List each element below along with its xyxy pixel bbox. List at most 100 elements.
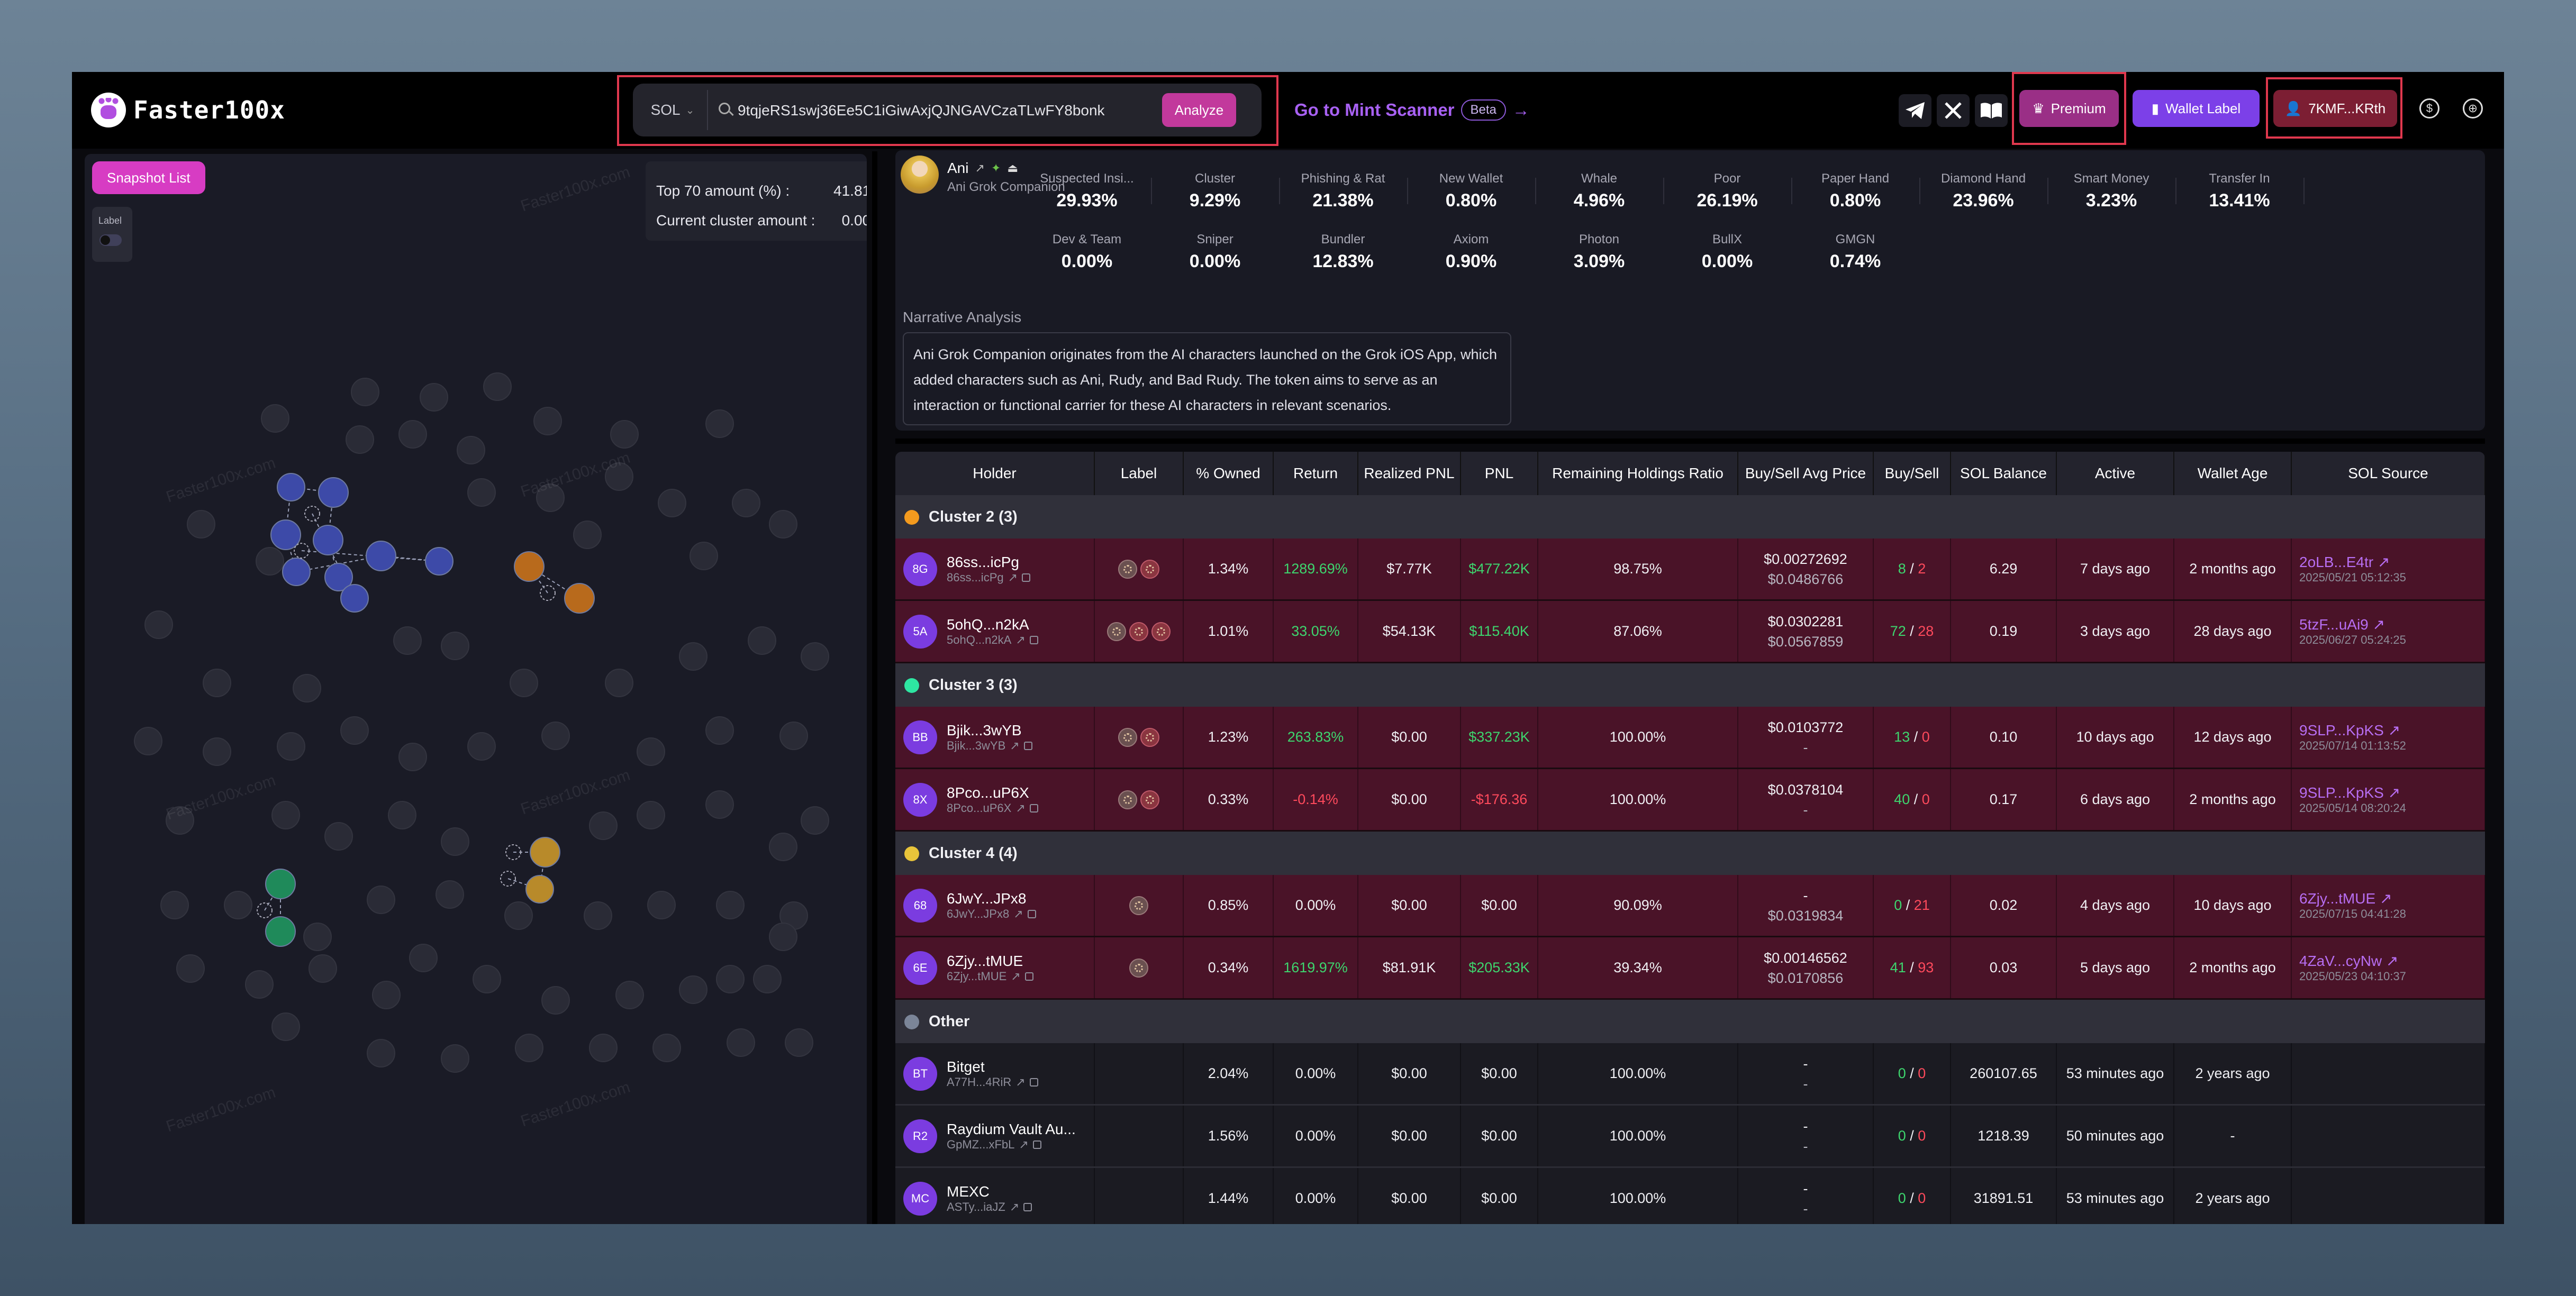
holder-bubble[interactable] — [716, 965, 745, 993]
holder-bubble[interactable] — [753, 965, 782, 993]
holder-bubble[interactable] — [261, 404, 289, 433]
holder-cell[interactable]: R2 Raydium Vault Au... GpMZ...xFbL ↗ — [895, 1105, 1095, 1168]
holder-bubble[interactable] — [801, 642, 829, 671]
holder-bubble[interactable] — [203, 737, 231, 766]
cluster-holder-bubble[interactable] — [340, 584, 369, 613]
holder-name[interactable]: 86ss...icPg — [947, 553, 1019, 570]
holder-bubble[interactable] — [303, 923, 332, 951]
copy-icon[interactable] — [1023, 1202, 1032, 1211]
holder-bubble[interactable] — [589, 811, 618, 840]
holder-bubble[interactable] — [510, 669, 538, 697]
cluster-holder-bubble[interactable] — [265, 869, 296, 899]
external-link-icon[interactable]: ↗ — [1015, 633, 1026, 646]
holder-bubble[interactable] — [309, 954, 337, 983]
label-tag-icon[interactable] — [1140, 790, 1159, 809]
holder-bubble[interactable] — [473, 965, 501, 993]
holder-bubble[interactable] — [610, 420, 639, 449]
holder-bubble[interactable] — [245, 970, 274, 999]
holder-bubble[interactable] — [647, 891, 676, 919]
holder-bubble[interactable] — [748, 626, 776, 655]
holder-bubble[interactable] — [367, 886, 395, 914]
holder-bubble[interactable] — [658, 489, 686, 517]
cluster-holder-bubble[interactable] — [425, 547, 453, 576]
holder-bubble[interactable] — [436, 880, 464, 909]
column-header[interactable]: Return — [1273, 452, 1358, 495]
holder-bubble[interactable] — [533, 407, 562, 435]
label-tag-icon[interactable] — [1151, 622, 1171, 641]
copy-icon[interactable] — [1029, 635, 1038, 644]
holder-bubble[interactable] — [536, 483, 565, 512]
column-header[interactable]: Holder — [895, 452, 1095, 495]
holder-bubble[interactable] — [166, 806, 194, 835]
holder-cell[interactable]: BB Bjik...3wYB Bjik...3wYB ↗ — [895, 707, 1095, 769]
column-header[interactable]: Wallet Age — [2174, 452, 2292, 495]
cluster-holder-bubble[interactable] — [324, 563, 353, 591]
holder-bubble[interactable] — [441, 827, 469, 856]
holder-bubble[interactable] — [277, 732, 305, 761]
holder-bubble[interactable] — [705, 790, 734, 819]
pump-badge-icon[interactable]: ⏏ — [1007, 161, 1019, 175]
holder-bubble[interactable] — [420, 383, 448, 412]
sol-source-link[interactable]: 9SLP...KpKS ↗ — [2299, 722, 2401, 738]
holder-bubble[interactable] — [541, 722, 570, 750]
cluster-holder-bubble[interactable] — [270, 519, 301, 550]
x-twitter-icon[interactable] — [1937, 94, 1970, 127]
cluster-holder-bubble[interactable] — [318, 477, 349, 508]
holder-bubble[interactable] — [224, 891, 252, 919]
holder-bubble[interactable] — [652, 1034, 681, 1062]
sol-source-link[interactable]: 9SLP...KpKS ↗ — [2299, 784, 2401, 801]
holder-bubble[interactable] — [398, 743, 427, 771]
currency-icon[interactable]: $ — [2419, 98, 2439, 118]
holder-bubble[interactable] — [271, 801, 300, 829]
cluster-holder-bubble[interactable] — [313, 525, 343, 555]
holder-bubble[interactable] — [605, 669, 633, 697]
cluster-holder-bubble[interactable] — [294, 543, 310, 559]
bubble-map-graph[interactable] — [85, 154, 867, 1224]
label-tag-icon[interactable] — [1140, 559, 1159, 579]
copy-icon[interactable] — [1032, 1140, 1041, 1149]
holder-bubble[interactable] — [203, 669, 231, 697]
table-row[interactable]: 6E 6Zjy...tMUE 6Zjy...tMUE ↗ 0.34% 1619.97% $8… — [895, 936, 2485, 1000]
holder-name[interactable]: Bjik...3wYB — [947, 722, 1022, 738]
logo[interactable]: Faster100x — [91, 91, 285, 129]
mint-scanner-link[interactable]: Go to Mint Scanner Beta → — [1294, 95, 1530, 125]
holder-bubble[interactable] — [785, 1028, 813, 1057]
holder-name[interactable]: 6Zjy...tMUE — [947, 952, 1023, 969]
holder-bubble[interactable] — [271, 1012, 300, 1041]
holder-bubble[interactable] — [346, 425, 374, 454]
holder-name[interactable]: 6JwY...JPx8 — [947, 890, 1027, 907]
external-link-icon[interactable]: ↗ — [1008, 570, 1018, 584]
column-header[interactable]: PNL — [1461, 452, 1538, 495]
label-tag-icon[interactable] — [1129, 622, 1148, 641]
holder-bubble[interactable] — [769, 923, 797, 951]
table-row[interactable]: BT Bitget A77H...4RiR ↗ 2.04% 0.00% $0.00 $0.00… — [895, 1043, 2485, 1106]
holder-bubble[interactable] — [351, 378, 379, 406]
cluster-holder-bubble[interactable] — [277, 473, 305, 501]
table-row[interactable]: 5A 5ohQ...n2kA 5ohQ...n2kA ↗ 1.01% 33.05% $54.… — [895, 600, 2485, 663]
holder-bubble[interactable] — [679, 975, 708, 1004]
external-link-icon[interactable]: ↗ — [1010, 738, 1020, 752]
docs-book-icon[interactable] — [1975, 94, 2008, 127]
holder-bubble[interactable] — [160, 891, 189, 919]
table-row[interactable]: R2 Raydium Vault Au... GpMZ...xFbL ↗ 1.56% 0.… — [895, 1105, 2485, 1168]
column-header[interactable]: Label — [1094, 452, 1184, 495]
holder-bubble[interactable] — [398, 420, 427, 449]
cluster-group-header[interactable]: Cluster 2 (3) — [895, 495, 2485, 539]
panel-splitter[interactable] — [872, 151, 877, 1224]
holder-bubble[interactable] — [769, 833, 797, 861]
holder-bubble[interactable] — [467, 732, 496, 761]
holder-bubble[interactable] — [441, 632, 469, 660]
holder-bubble[interactable] — [637, 801, 665, 829]
cluster-holder-bubble[interactable] — [257, 902, 273, 918]
external-link-icon[interactable]: ↗ — [1009, 1200, 1020, 1213]
holder-bubble[interactable] — [779, 722, 808, 750]
connected-wallet-button[interactable]: 👤 7KMF...KRth — [2273, 90, 2397, 127]
cluster-holder-bubble[interactable] — [304, 506, 320, 522]
telegram-icon[interactable] — [1899, 94, 1931, 127]
table-row[interactable]: MC MEXC ASTy...iaJZ ↗ 1.44% 0.00% $0.00 $0.00 10… — [895, 1167, 2485, 1224]
table-row[interactable]: 8X 8Pco...uP6X 8Pco...uP6X ↗ 0.33% -0.14% $0.0… — [895, 768, 2485, 832]
holder-bubble[interactable] — [457, 436, 485, 464]
cluster-holder-bubble[interactable] — [514, 551, 545, 582]
label-tag-icon[interactable] — [1129, 958, 1148, 978]
holder-bubble[interactable] — [144, 610, 173, 639]
